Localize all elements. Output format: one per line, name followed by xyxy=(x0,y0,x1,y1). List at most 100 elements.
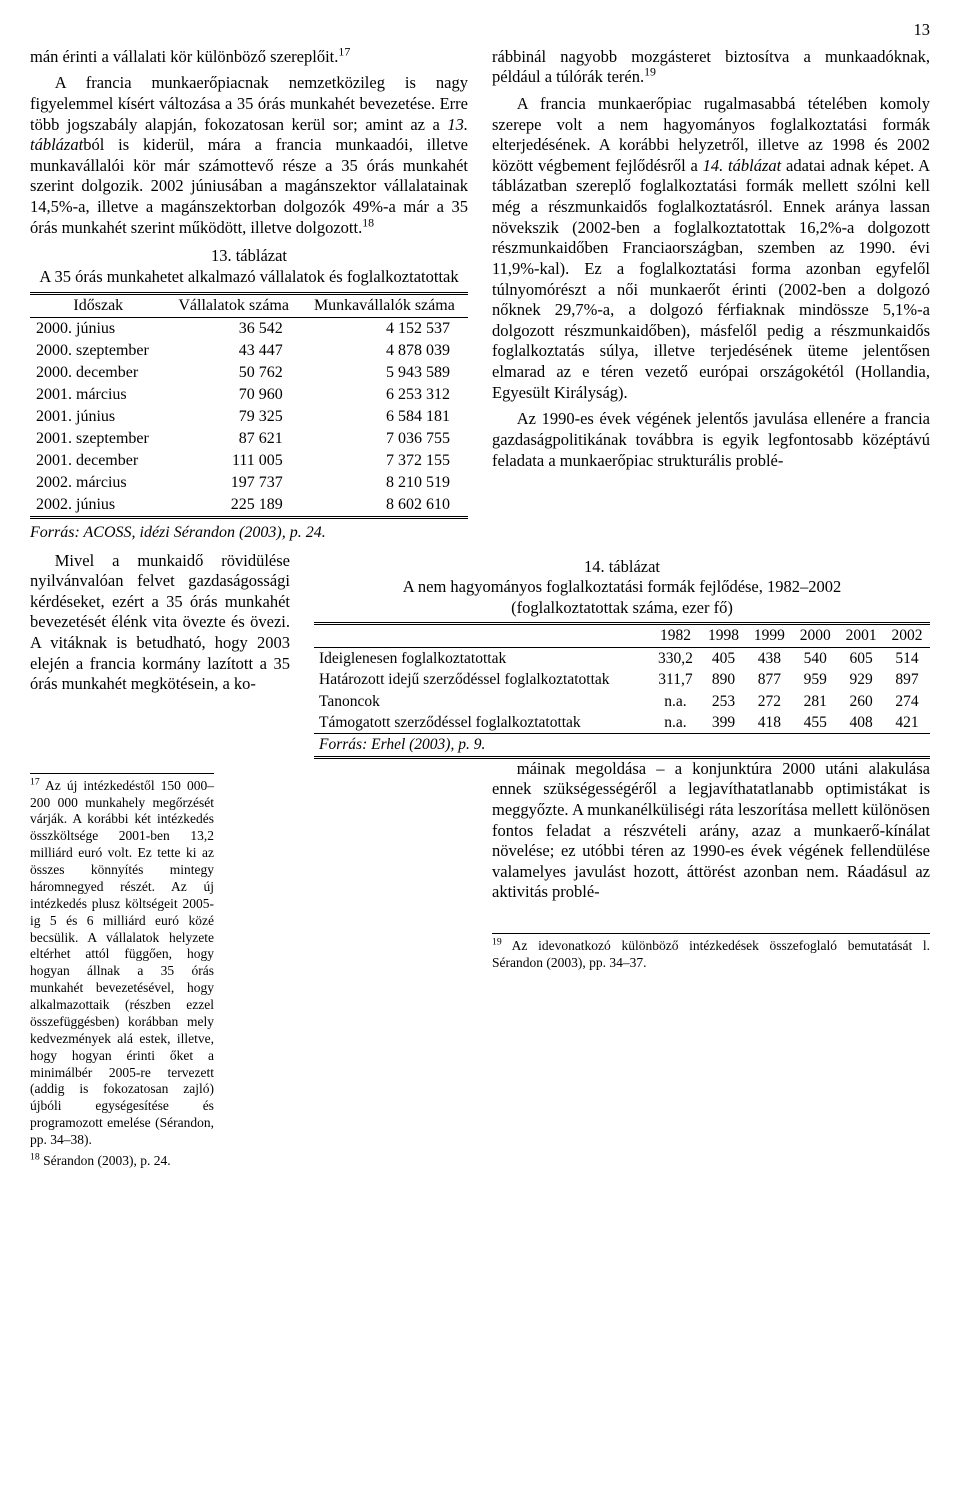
table-cell: 281 xyxy=(792,691,838,712)
fn19-num: 19 xyxy=(492,937,502,948)
t13-caption: 13. táblázat xyxy=(30,246,468,267)
table-cell: 877 xyxy=(746,669,792,690)
table-cell: 2002. március xyxy=(30,472,167,494)
table-cell: Ideiglenesen foglalkoztatottak xyxy=(314,647,650,669)
fn19-text: Az idevonatkozó különböző intézkedések ö… xyxy=(492,938,930,970)
table-cell: 408 xyxy=(838,712,884,734)
table-row: 2000. június36 5424 152 537 xyxy=(30,317,468,340)
right-p2: A francia munkaerőpiac rugalmasabbá téte… xyxy=(492,94,930,403)
fnref-18: 18 xyxy=(362,215,374,229)
table-row: 2000. december50 7625 943 589 xyxy=(30,362,468,384)
page-number: 13 xyxy=(30,20,930,41)
table-cell: 4 152 537 xyxy=(301,317,468,340)
t13-header-row: Időszak Vállalatok száma Munkavállalók s… xyxy=(30,293,468,317)
table-cell: 2001. március xyxy=(30,384,167,406)
table-row: 2001. március70 9606 253 312 xyxy=(30,384,468,406)
table-cell: 514 xyxy=(884,647,930,669)
table-cell: 540 xyxy=(792,647,838,669)
right-p1: rábbinál nagyobb mozgásteret biztosítva … xyxy=(492,47,930,88)
left-p1: mán érinti a vállalati kör különböző sze… xyxy=(30,47,468,68)
fnref-17: 17 xyxy=(338,44,350,58)
table-cell: 274 xyxy=(884,691,930,712)
t14-source-row: Forrás: Erhel (2003), p. 9. xyxy=(314,734,930,757)
table-cell: 70 960 xyxy=(167,384,301,406)
table-row: 2002. március197 7378 210 519 xyxy=(30,472,468,494)
t14-caption: 14. táblázat xyxy=(314,557,930,578)
t13-h1: Vállalatok száma xyxy=(167,293,301,317)
table-cell: 2001. június xyxy=(30,406,167,428)
left-p2: A francia munkaerőpiacnak nemzetközileg … xyxy=(30,73,468,238)
table-header-cell: 1982 xyxy=(650,624,700,647)
table-cell: 2000. december xyxy=(30,362,167,384)
table-cell: n.a. xyxy=(650,712,700,734)
footnotes-right: 19 Az idevonatkozó különböző intézkedése… xyxy=(492,933,930,972)
table-cell: 50 762 xyxy=(167,362,301,384)
footnotes-left-wrap: 17 Az új intézkedéstől 150 000–200 000 m… xyxy=(30,759,468,1174)
table-header-cell xyxy=(314,624,650,647)
footnote-17: 17 Az új intézkedéstől 150 000–200 000 m… xyxy=(30,778,214,1149)
table-cell: 7 036 755 xyxy=(301,428,468,450)
table-cell: 438 xyxy=(746,647,792,669)
table-row: 2002. június225 1898 602 610 xyxy=(30,494,468,518)
table-cell: 405 xyxy=(701,647,747,669)
table-row: Ideiglenesen foglalkoztatottak330,240543… xyxy=(314,647,930,669)
table-cell: 36 542 xyxy=(167,317,301,340)
table-cell: 2001. szeptember xyxy=(30,428,167,450)
left-p2b: ból is kiderül, mára a francia munkaadói… xyxy=(30,135,468,237)
table-cell: n.a. xyxy=(650,691,700,712)
left-p3: Mivel a munkaidő rövidülése nyilvánvalóa… xyxy=(30,551,290,695)
t13-h2: Munkavállalók száma xyxy=(301,293,468,317)
t14-area: 14. táblázat A nem hagyományos foglalkoz… xyxy=(314,551,930,759)
t13-h0: Időszak xyxy=(30,293,167,317)
bottom-row: 17 Az új intézkedéstől 150 000–200 000 m… xyxy=(30,759,930,1174)
t13-title-block: 13. táblázat A 35 órás munkahetet alkalm… xyxy=(30,246,468,287)
table-cell: 6 584 181 xyxy=(301,406,468,428)
left-p1-text: mán érinti a vállalati kör különböző sze… xyxy=(30,47,338,66)
table-row: 2000. szeptember43 4474 878 039 xyxy=(30,340,468,362)
table-cell: Tanoncok xyxy=(314,691,650,712)
table-cell: 421 xyxy=(884,712,930,734)
table-cell: 197 737 xyxy=(167,472,301,494)
right-p3: Az 1990-es évek végének jelentős javulás… xyxy=(492,409,930,471)
table-cell: 311,7 xyxy=(650,669,700,690)
table-cell: 890 xyxy=(701,669,747,690)
fn17-num: 17 xyxy=(30,776,40,787)
t14-title-block: 14. táblázat A nem hagyományos foglalkoz… xyxy=(314,557,930,619)
table-cell: 2001. december xyxy=(30,450,167,472)
table-cell: 225 189 xyxy=(167,494,301,518)
table-cell: Határozott idejű szerződéssel foglalkozt… xyxy=(314,669,650,690)
table-cell: 959 xyxy=(792,669,838,690)
main-columns: mán érinti a vállalati kör különböző sze… xyxy=(30,47,930,551)
footnotes-left: 17 Az új intézkedéstől 150 000–200 000 m… xyxy=(30,773,214,1170)
t13-source: Forrás: ACOSS, idézi Sérandon (2003), p.… xyxy=(30,523,468,543)
table-row: Tanoncokn.a.253272281260274 xyxy=(314,691,930,712)
table-header-cell: 2000 xyxy=(792,624,838,647)
table-cell: 418 xyxy=(746,712,792,734)
left-column: mán érinti a vállalati kör különböző sze… xyxy=(30,47,468,551)
table-cell: 399 xyxy=(701,712,747,734)
right-p2b: adatai adnak képet. A táblázatban szerep… xyxy=(492,156,930,402)
table-cell: 4 878 039 xyxy=(301,340,468,362)
table-row: Határozott idejű szerződéssel foglalkozt… xyxy=(314,669,930,690)
table-cell: 272 xyxy=(746,691,792,712)
right-bottom-p: máinak megoldása – a konjunktúra 2000 ut… xyxy=(492,759,930,903)
table-cell: 2000. június xyxy=(30,317,167,340)
table-cell: 87 621 xyxy=(167,428,301,450)
table-cell: 897 xyxy=(884,669,930,690)
table-cell: 455 xyxy=(792,712,838,734)
table-row: 2001. június79 3256 584 181 xyxy=(30,406,468,428)
table-13: Időszak Vállalatok száma Munkavállalók s… xyxy=(30,292,468,519)
fnref-19: 19 xyxy=(644,65,656,79)
footnote-19: 19 Az idevonatkozó különböző intézkedése… xyxy=(492,938,930,972)
table-cell: 8 210 519 xyxy=(301,472,468,494)
table-cell: 43 447 xyxy=(167,340,301,362)
table-cell: 330,2 xyxy=(650,647,700,669)
table-cell: Támogatott szerződéssel foglalkoztatotta… xyxy=(314,712,650,734)
table-14: 198219981999200020012002 Ideiglenesen fo… xyxy=(314,622,930,758)
table-cell: 8 602 610 xyxy=(301,494,468,518)
footnote-18: 18 Sérandon (2003), p. 24. xyxy=(30,1153,214,1170)
table-cell: 2002. június xyxy=(30,494,167,518)
fn17-text: Az új intézkedéstől 150 000–200 000 munk… xyxy=(30,778,214,1147)
table-cell: 6 253 312 xyxy=(301,384,468,406)
left-p2a: A francia munkaerőpiacnak nemzetközileg … xyxy=(30,73,468,133)
